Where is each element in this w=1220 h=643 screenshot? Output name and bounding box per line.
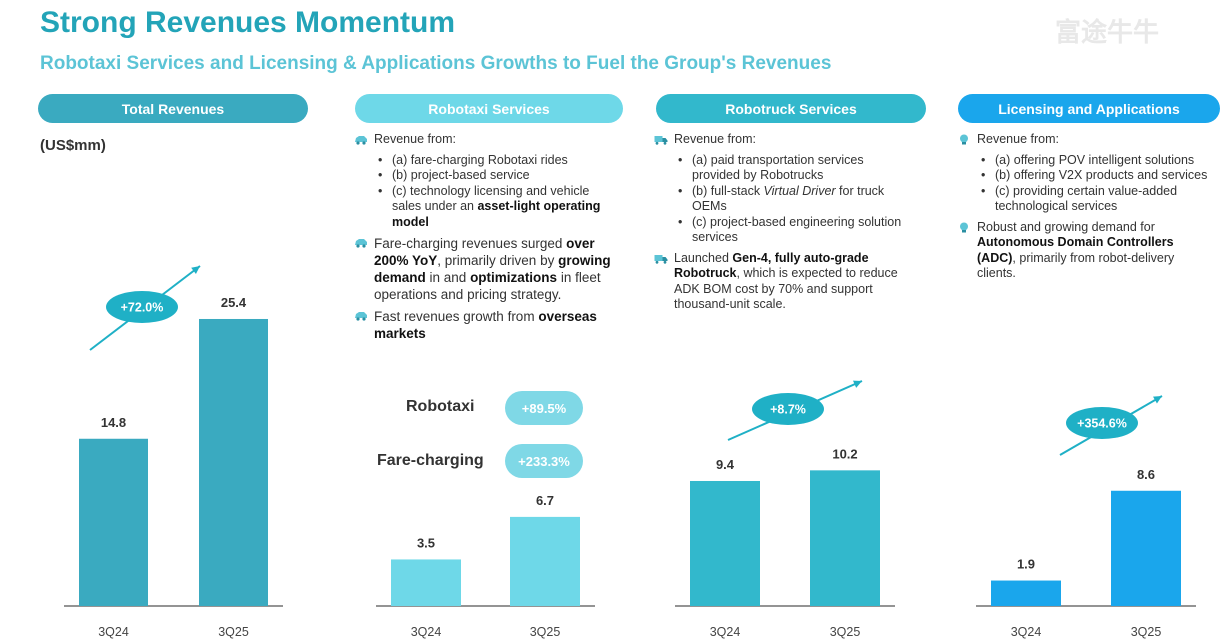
page-subtitle: Robotaxi Services and Licensing & Applic… — [40, 53, 832, 74]
robotruck-sub-a: (a) paid transportation services provide… — [652, 153, 914, 184]
robotruck-services-value-label: 10.2 — [832, 446, 857, 461]
robotruck-services-category-label: 3Q25 — [830, 625, 861, 639]
robotruck-services-growth-arrowhead — [853, 380, 862, 388]
robotaxi-services-bar-3Q24 — [391, 559, 461, 606]
robotruck-services-growth-badge — [752, 393, 824, 425]
robotruck-services-category-label: 3Q24 — [710, 625, 741, 639]
licensing-bullets: Revenue from: (a) offering POV intellige… — [955, 132, 1210, 287]
licensing-sub-a: (a) offering POV intelligent solutions — [955, 153, 1210, 169]
total-revenues-bar-3Q25 — [199, 318, 268, 606]
robotruck-sub-c: (c) project-based engineering solution s… — [652, 215, 914, 246]
licensing-sub-b: (b) offering V2X products and services — [955, 168, 1210, 184]
robotruck-bullet-gen4: Launched Gen-4, fully auto-grade Robotru… — [652, 251, 914, 313]
licensing-bullet-adc: Robust and growing demand for Autonomous… — [955, 220, 1210, 282]
car-icon — [355, 239, 367, 248]
robotaxi-bullet-fare: Fare-charging revenues surged over 200% … — [352, 235, 620, 303]
robotaxi-services-category-label: 3Q25 — [530, 625, 561, 639]
panel-header-robotaxi: Robotaxi Services — [355, 94, 623, 123]
robotruck-bullets: Revenue from: (a) paid transportation se… — [652, 132, 914, 318]
panel-header-licensing: Licensing and Applications — [958, 94, 1220, 123]
unit-label: (US$mm) — [40, 137, 106, 154]
robotaxi-services-bar-3Q25 — [510, 516, 580, 606]
total-revenues-value-label: 14.8 — [101, 415, 126, 430]
robotaxi-bullet-overseas: Fast revenues growth from overseas marke… — [352, 308, 620, 342]
fare-charging-growth-badge: +233.3% — [505, 444, 583, 478]
robotaxi-services-value-label: 3.5 — [417, 535, 435, 550]
robotaxi-services-value-label: 6.7 — [536, 493, 554, 508]
robotaxi-sub-b: (b) project-based service — [352, 168, 620, 184]
bulb-icon — [960, 134, 968, 145]
total-revenues-growth-label: +72.0% — [121, 301, 164, 315]
licensing-sub-c: (c) providing certain value-added techno… — [955, 184, 1210, 215]
robotaxi-sub-a: (a) fare-charging Robotaxi rides — [352, 153, 620, 169]
robotaxi-growth-badge: +89.5% — [505, 391, 583, 425]
total-revenues-growth-badge — [106, 291, 178, 323]
licensing-and-applications-category-label: 3Q24 — [1011, 625, 1042, 639]
licensing-and-applications-bar-3Q25 — [1111, 490, 1181, 606]
robotaxi-services-category-label: 3Q24 — [411, 625, 442, 639]
licensing-bullet-revenue: Revenue from: — [955, 132, 1210, 148]
total-revenues-bar-3Q24 — [79, 438, 148, 606]
robotaxi-bullets: Revenue from: (a) fare-charging Robotaxi… — [352, 132, 620, 347]
robotruck-bullet-revenue: Revenue from: — [652, 132, 914, 148]
total-revenues-category-label: 3Q25 — [218, 625, 249, 639]
licensing-and-applications-growth-badge — [1066, 407, 1138, 439]
truck-icon — [654, 136, 668, 145]
page-title: Strong Revenues Momentum — [40, 6, 456, 39]
licensing-and-applications-value-label: 8.6 — [1137, 467, 1155, 482]
robotruck-services-growth-label: +8.7% — [770, 403, 806, 417]
total-revenues-category-label: 3Q24 — [98, 625, 129, 639]
robotaxi-growth-label: Robotaxi — [406, 398, 475, 415]
bulb-icon — [960, 222, 968, 232]
panel-header-total: Total Revenues — [38, 94, 308, 123]
robotruck-services-bar-3Q24 — [690, 480, 760, 606]
truck-icon — [654, 254, 668, 264]
robotaxi-sub-c: (c) technology licensing and vehicle sal… — [352, 184, 620, 231]
robotruck-sub-b: (b) full-stack Virtual Driver for truck … — [652, 184, 914, 215]
fare-charging-growth-label: Fare-charging — [377, 452, 484, 469]
robotruck-services-bar-3Q25 — [810, 470, 880, 606]
robotaxi-bullet-revenue: Revenue from: — [352, 132, 620, 148]
robotruck-services-value-label: 9.4 — [716, 457, 735, 472]
licensing-and-applications-bar-3Q24 — [991, 580, 1061, 606]
total-revenues-growth-arrowhead — [191, 266, 200, 275]
watermark-logo: 富途牛牛 — [1055, 17, 1160, 47]
licensing-and-applications-growth-arrowhead — [1153, 396, 1162, 404]
licensing-and-applications-growth-label: +354.6% — [1077, 417, 1127, 431]
car-icon — [355, 312, 367, 321]
panel-header-robotruck: Robotruck Services — [656, 94, 926, 123]
licensing-and-applications-category-label: 3Q25 — [1131, 625, 1162, 639]
total-revenues-value-label: 25.4 — [221, 295, 247, 310]
car-icon — [355, 136, 367, 145]
licensing-and-applications-value-label: 1.9 — [1017, 557, 1035, 572]
